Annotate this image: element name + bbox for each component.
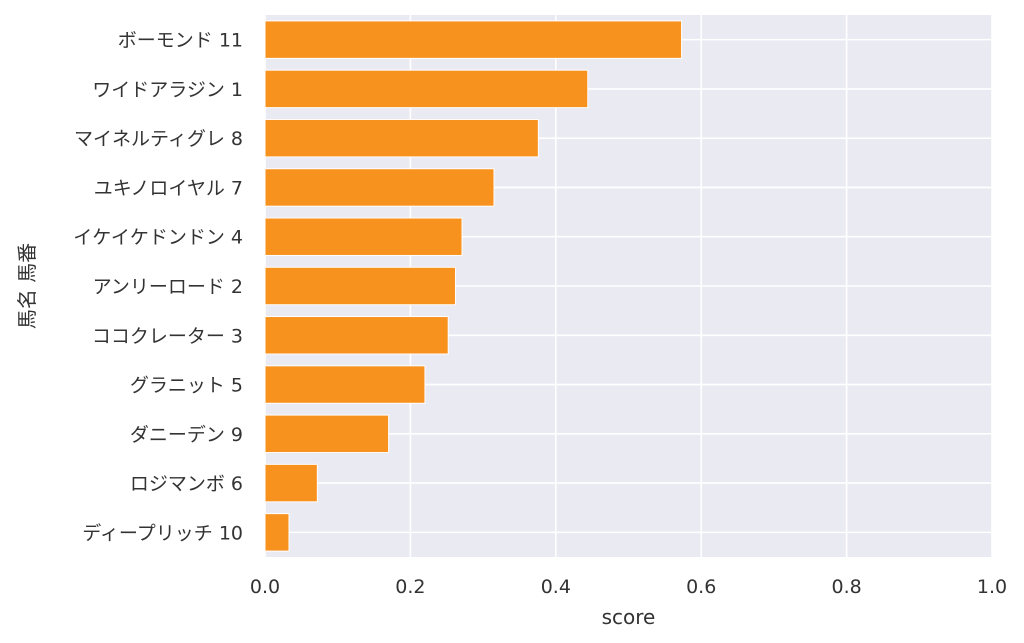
bar bbox=[264, 463, 318, 503]
y-tick-labels: ボーモンド 11 ワイドアラジン 1 マイネルティグレ 8 ユキノロイヤル 7 イケイケ… bbox=[73, 30, 243, 545]
y-tick-label: ココクレーター 3 bbox=[92, 325, 243, 347]
x-tick-label: 0.4 bbox=[541, 576, 571, 598]
bar bbox=[264, 513, 290, 552]
x-tick-label: 0.8 bbox=[831, 576, 861, 598]
bars bbox=[264, 20, 683, 552]
y-tick-label: ワイドアラジン 1 bbox=[92, 79, 243, 101]
y-axis-label: 馬名 馬番 bbox=[15, 243, 39, 329]
x-axis-label: score bbox=[602, 605, 656, 629]
y-tick-label: ダニーデン 9 bbox=[130, 424, 243, 446]
y-tick-label: イケイケドンドン 4 bbox=[73, 227, 243, 249]
bar bbox=[264, 414, 390, 454]
y-tick-label: ボーモンド 11 bbox=[118, 30, 243, 52]
bar bbox=[264, 118, 539, 158]
x-tick-label: 0.2 bbox=[395, 576, 425, 598]
y-tick-label: アンリーロード 2 bbox=[93, 276, 243, 298]
bar bbox=[264, 69, 589, 109]
bar bbox=[264, 316, 449, 355]
x-tick-label: 0.0 bbox=[250, 576, 280, 598]
y-tick-label: ユキノロイヤル 7 bbox=[94, 177, 243, 199]
x-tick-label: 0.6 bbox=[686, 576, 716, 598]
y-tick-label: グラニット 5 bbox=[130, 375, 243, 397]
x-tick-labels: 0.0 0.2 0.4 0.6 0.8 1.0 bbox=[250, 576, 1007, 598]
y-tick-label: ロジマンボ 6 bbox=[130, 473, 243, 495]
y-tick-label: マイネルティグレ 8 bbox=[74, 128, 243, 150]
bar bbox=[264, 168, 495, 207]
y-tick-label: ディープリッチ 10 bbox=[82, 522, 243, 544]
bar bbox=[264, 266, 456, 306]
bar bbox=[264, 365, 426, 404]
x-tick-label: 1.0 bbox=[977, 576, 1007, 598]
bar bbox=[264, 20, 683, 59]
bar bbox=[264, 217, 463, 256]
